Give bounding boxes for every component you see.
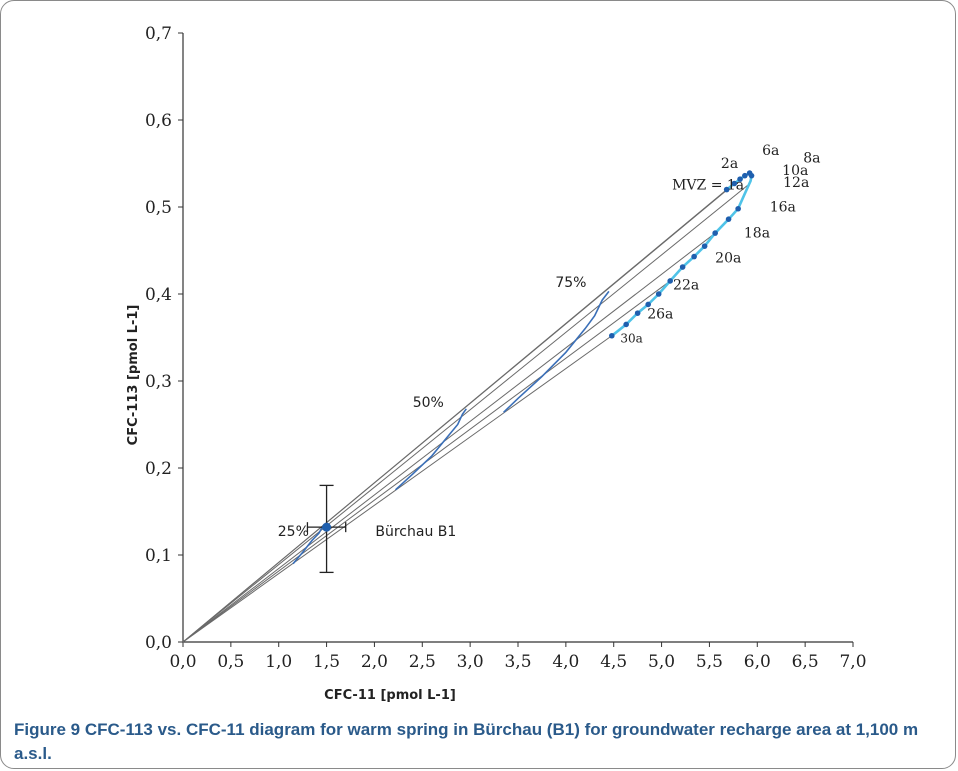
mvz-point [723,186,730,193]
mixing-curve [394,408,467,491]
annotation-label: 12a [783,175,809,191]
x-tick-label: 0,5 [217,652,244,672]
annotation-label: 50% [413,395,444,411]
figure-label: Figure 9 [14,720,81,739]
mvz-point [712,230,718,236]
annotation-label: 8a [803,151,820,167]
y-tick-label: 0,1 [145,546,172,566]
x-tick-label: 6,5 [792,652,819,672]
y-tick-label: 0,5 [145,198,172,218]
mvz-point [701,243,708,249]
y-tick-label: 0,6 [145,111,172,131]
annotation-label: MVZ = 1a [672,178,744,194]
sample-point [322,522,332,532]
y-tick-label: 0,7 [145,24,172,44]
annotation-label: 26a [647,306,673,322]
annotation-label: 6a [762,143,779,159]
x-tick-label: 4,5 [600,652,627,672]
figure-caption: Figure 9 CFC-113 vs. CFC-11 diagram for … [14,718,934,766]
binary-mixing-line [182,184,749,643]
x-tick-label: 5,0 [648,652,675,672]
annotation-label: 22a [673,278,699,294]
mvz-point [623,321,629,328]
annotation-label: 20a [715,251,741,267]
x-tick-label: 3,5 [504,652,531,672]
mvz-point [691,253,697,260]
mvz-point [725,216,732,222]
binary-mixing-line [182,232,716,643]
annotation-label: 16a [770,199,796,215]
binary-mixing-line [182,178,741,643]
annotation-label: 10a [782,163,808,179]
mvz-point [609,332,615,339]
x-tick-label: 2,5 [409,652,436,672]
mvz-point [742,172,748,179]
mixing-curve [503,290,610,413]
figure-caption-text: CFC-113 vs. CFC-11 diagram for warm spri… [14,720,919,763]
y-tick-label: 0,4 [145,285,172,305]
x-tick-label: 7,0 [839,652,866,672]
cfc-scatter-chart: 0,0 0,5 1,0 1,5 2,0 2,5 3,0 3,5 4,0 4,5 5,0 5,5 6,0 6… [126,24,867,703]
y-tick-label: 0,0 [145,633,172,653]
x-tick-label: 0,0 [169,652,196,672]
mvz-point [735,205,741,212]
y-axis-title: CFC-113 [pmol L-1] [126,305,141,446]
mvz-point [645,301,651,308]
axes: 0,0 0,5 1,0 1,5 2,0 2,5 3,0 3,5 4,0 4,5 5,0 5,5 6,0 6… [145,24,867,672]
mvz-curve-group [609,170,755,339]
mvz-point [655,291,662,297]
annotation-label: 2a [721,156,738,172]
annotation-label: 25% [278,524,309,540]
mvz-point [731,180,738,187]
annotation-label: Bürchau B1 [375,524,456,540]
y-tick-label: 0,2 [145,459,172,479]
sample-marker-group [306,484,347,574]
x-tick-label: 6,0 [744,652,771,672]
mvz-point [748,172,755,179]
x-tick-label: 5,5 [696,652,723,672]
annotation-label: 18a [744,225,770,241]
x-tick-label: 1,5 [313,652,340,672]
mvz-point [667,278,673,284]
x-tick-label: 2,0 [361,652,388,672]
x-tick-label: 3,0 [457,652,484,672]
mvz-point [679,264,686,270]
x-tick-label: 1,0 [265,652,292,672]
mvz-point [634,310,641,316]
x-tick-label: 4,0 [552,652,579,672]
annotation-label: 30a [620,332,642,346]
y-tick-label: 0,3 [145,372,172,392]
annotation-label: 75% [555,275,586,291]
mvz-point [737,176,743,182]
x-axis-title: CFC-11 [pmol L-1] [324,688,456,703]
mixing-curves [292,290,610,565]
